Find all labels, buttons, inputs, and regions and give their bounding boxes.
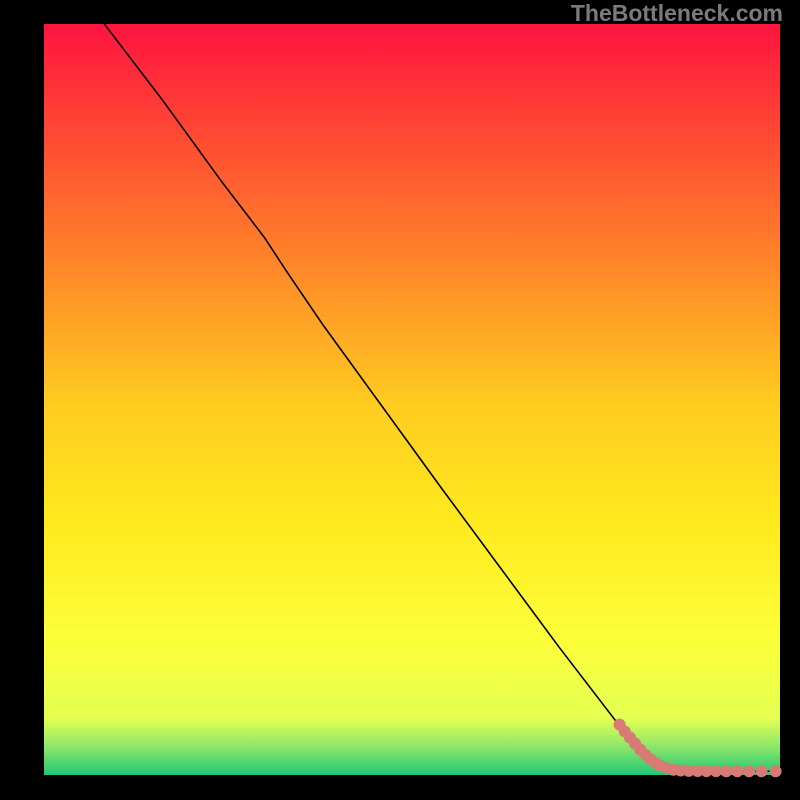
data-point-marker	[744, 766, 755, 777]
data-point-marker	[770, 766, 781, 777]
data-point-marker	[756, 766, 767, 777]
data-point-marker	[721, 766, 732, 777]
data-point-marker	[710, 766, 721, 777]
data-point-marker	[732, 766, 743, 777]
bottleneck-curve-chart	[0, 0, 800, 800]
chart-frame: TheBottleneck.com	[0, 0, 800, 800]
plot-background-gradient	[44, 24, 780, 775]
watermark-text: TheBottleneck.com	[571, 0, 783, 27]
